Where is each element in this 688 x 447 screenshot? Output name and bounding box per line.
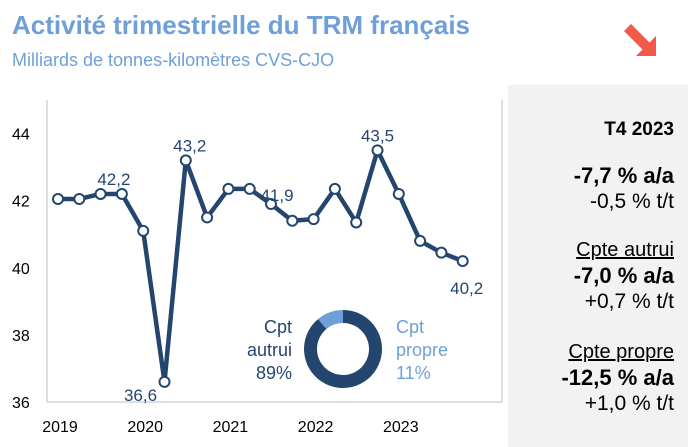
x-tick-label: 2019	[42, 419, 78, 436]
autrui-yoy: -7,0 % a/a	[573, 263, 674, 288]
data-label: 36,6	[124, 386, 157, 405]
x-tick-label: 2023	[383, 419, 419, 436]
y-tick-label: 40	[12, 261, 30, 278]
data-point	[456, 255, 469, 268]
y-tick-label: 38	[12, 328, 30, 345]
autrui-qoq: +0,7 % t/t	[584, 290, 674, 313]
y-tick-label: 44	[12, 127, 30, 144]
autrui-block: Cpte autrui -7,0 % a/a +0,7 % t/t	[574, 237, 674, 315]
data-point	[52, 192, 64, 205]
data-point	[179, 154, 192, 167]
y-tick-label: 42	[12, 194, 30, 211]
total-block: -7,7 % a/a -0,5 % t/t	[574, 163, 674, 215]
data-label: 43,5	[361, 126, 394, 145]
chart-subtitle: Milliards de tonnes-kilomètres CVS-CJO	[12, 50, 335, 70]
series-line	[58, 148, 464, 385]
arrow-down-right-icon	[624, 24, 656, 56]
propre-yoy: -12,5 % a/a	[561, 365, 674, 390]
x-tick-label: 2020	[127, 419, 163, 436]
data-point	[328, 182, 341, 195]
data-point	[115, 187, 128, 200]
donut-slice	[318, 310, 343, 329]
data-point	[350, 216, 363, 229]
propre-qoq: +1,0 % t/t	[584, 392, 674, 415]
data-label: 43,2	[173, 136, 206, 155]
line-chart: 36 38 40 42 44 2019 2020 2021 2022 2023 42,2 36,6 43…	[12, 100, 503, 436]
period-block: T4 2023	[604, 119, 674, 141]
data-point	[137, 224, 150, 237]
data-label: 40,2	[450, 279, 483, 298]
data-point	[158, 375, 171, 388]
total-qoq: -0,5 % t/t	[589, 190, 674, 213]
data-point	[392, 187, 405, 200]
propre-label: Cpte propre	[568, 341, 674, 363]
donut-label-propre-line1: Cpt	[396, 317, 424, 337]
data-point	[371, 144, 384, 157]
data-point	[201, 211, 214, 224]
data-point	[243, 182, 256, 195]
total-yoy: -7,7 % a/a	[573, 163, 674, 188]
x-tick-label: 2022	[298, 419, 334, 436]
autrui-label: Cpte autrui	[576, 239, 674, 261]
propre-block: Cpte propre -12,5 % a/a +1,0 % t/t	[561, 339, 674, 417]
donut-slice	[304, 310, 382, 388]
y-tick-label: 36	[12, 395, 30, 412]
data-point	[414, 234, 427, 247]
donut-label-autrui-line1: Cpt	[264, 317, 292, 337]
data-label: 41,9	[260, 186, 293, 205]
data-point	[265, 198, 277, 211]
data-point	[435, 246, 448, 259]
chart-title: Activité trimestrielle du TRM français	[12, 10, 471, 40]
donut-label-propre-line2: propre	[396, 340, 448, 360]
donut-value-propre: 11%	[396, 363, 431, 383]
data-point	[307, 213, 320, 226]
donut-value-autrui: 89%	[256, 363, 292, 383]
data-point	[222, 182, 235, 195]
data-point	[73, 192, 86, 205]
donut-label-autrui-line2: autrui	[247, 340, 292, 360]
side-panel: T4 2023 -7,7 % a/a -0,5 % t/t Cpte autru…	[508, 85, 688, 447]
data-label: 42,2	[97, 170, 130, 189]
period-label: T4 2023	[604, 119, 674, 140]
data-point	[94, 187, 107, 200]
data-point	[286, 214, 299, 227]
x-tick-label: 2021	[213, 419, 249, 436]
